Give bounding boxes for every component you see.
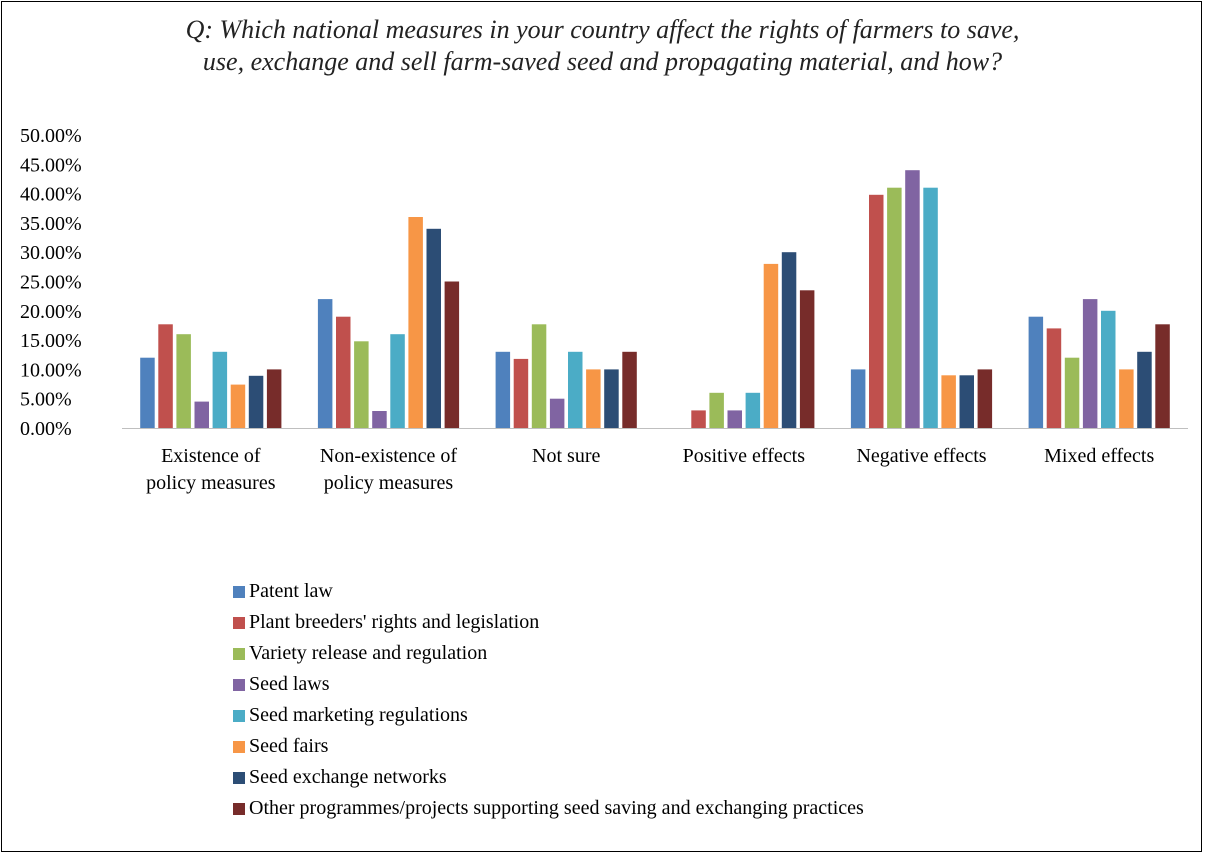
bar	[194, 401, 209, 428]
bar	[390, 334, 405, 428]
category-label: Positive effects	[683, 445, 806, 467]
category-label: Mixed effects	[1044, 445, 1154, 467]
bar	[568, 351, 583, 428]
legend-item: Seed marketing regulations	[233, 700, 864, 731]
legend-label: Seed laws	[249, 673, 330, 695]
y-tick-label: 40.00%	[20, 184, 82, 206]
bar	[1137, 351, 1152, 428]
y-tick-label: 0.00%	[20, 418, 72, 440]
legend-label: Patent law	[249, 580, 333, 602]
bar	[531, 324, 547, 428]
bar	[977, 369, 993, 428]
legend-item: Seed exchange networks	[233, 762, 864, 793]
legend-swatch	[233, 771, 245, 784]
bar	[691, 410, 706, 428]
y-tick-label: 30.00%	[20, 242, 82, 264]
bar	[426, 228, 441, 428]
bar-chart-plot: 0.00% 5.00% 10.00% 15.00% 20.00% 25.00% 30.00%…	[20, 125, 1188, 494]
bar	[622, 351, 637, 428]
bar	[586, 369, 601, 428]
legend-item: Seed laws	[233, 669, 864, 700]
y-tick-label: 25.00%	[20, 272, 82, 294]
chart-title-line-1: Q: Which national measures in your count…	[185, 15, 1020, 44]
category-label: policy measures	[146, 472, 276, 494]
bar	[745, 392, 761, 428]
bar	[317, 299, 333, 428]
legend-swatch	[233, 802, 245, 815]
bar	[709, 392, 724, 428]
legend-item: Plant breeders' rights and legislation	[233, 607, 864, 638]
bar	[799, 290, 815, 428]
legend-item: Patent law	[233, 576, 864, 607]
y-tick-label: 35.00%	[20, 213, 82, 235]
legend-swatch	[233, 616, 245, 629]
legend-label: Variety release and regulation	[249, 642, 488, 664]
bar	[408, 217, 423, 428]
bar	[1064, 357, 1080, 428]
y-tick-label: 20.00%	[20, 301, 82, 323]
legend-swatch	[233, 740, 245, 753]
bar	[887, 187, 902, 428]
y-tick-label: 15.00%	[20, 330, 82, 352]
bar	[727, 410, 742, 428]
category-label: Non-existence of	[320, 445, 458, 467]
bar	[549, 398, 565, 428]
category-label: Negative effects	[856, 445, 986, 467]
bar	[140, 357, 155, 428]
legend-swatch	[233, 647, 245, 660]
bar	[869, 194, 884, 428]
chart-legend: Patent law Plant breeders' rights and leg…	[233, 576, 864, 824]
category-label: Existence of	[161, 445, 261, 467]
legend-swatch	[233, 678, 245, 691]
bar	[444, 281, 460, 428]
chart-title-line-2: use, exchange and sell farm-saved seed a…	[202, 47, 1003, 76]
legend-item: Seed fairs	[233, 731, 864, 762]
bar	[336, 316, 351, 428]
category-label: policy measures	[324, 472, 454, 494]
legend-label: Other programmes/projects supporting see…	[249, 797, 864, 819]
legend-swatch	[233, 709, 245, 722]
legend-item: Other programmes/projects supporting see…	[233, 793, 864, 824]
bar	[266, 369, 282, 428]
bar	[372, 411, 387, 428]
bar	[1101, 310, 1116, 428]
legend-label: Plant breeders' rights and legislation	[249, 611, 540, 633]
bar	[1028, 316, 1044, 428]
legend-label: Seed exchange networks	[249, 766, 447, 788]
bar	[158, 324, 173, 428]
bar	[248, 375, 264, 428]
bar	[923, 187, 938, 428]
bar	[495, 351, 511, 428]
bar	[354, 341, 369, 428]
bar	[176, 334, 191, 428]
legend-label: Seed fairs	[249, 735, 329, 757]
bar	[604, 369, 619, 428]
bar	[1046, 328, 1062, 428]
bar	[763, 263, 779, 428]
y-tick-label: 10.00%	[20, 359, 82, 381]
y-tick-label: 50.00%	[20, 125, 82, 147]
category-label: Not sure	[532, 445, 600, 467]
bar	[1155, 324, 1170, 428]
legend-item: Variety release and regulation	[233, 638, 864, 669]
legend-swatch	[233, 585, 245, 598]
bar	[905, 170, 920, 428]
chart-title: Q: Which national measures in your count…	[0, 14, 1205, 78]
bar	[941, 375, 956, 428]
bar	[1082, 299, 1098, 428]
bar	[230, 384, 246, 428]
y-tick-label: 5.00%	[20, 389, 72, 411]
bar	[513, 358, 529, 428]
y-tick-label: 45.00%	[20, 154, 82, 176]
bar	[850, 369, 866, 428]
bar	[781, 252, 797, 428]
bar	[959, 375, 974, 428]
bar	[212, 351, 228, 428]
bar	[1119, 369, 1134, 428]
legend-label: Seed marketing regulations	[249, 704, 468, 726]
